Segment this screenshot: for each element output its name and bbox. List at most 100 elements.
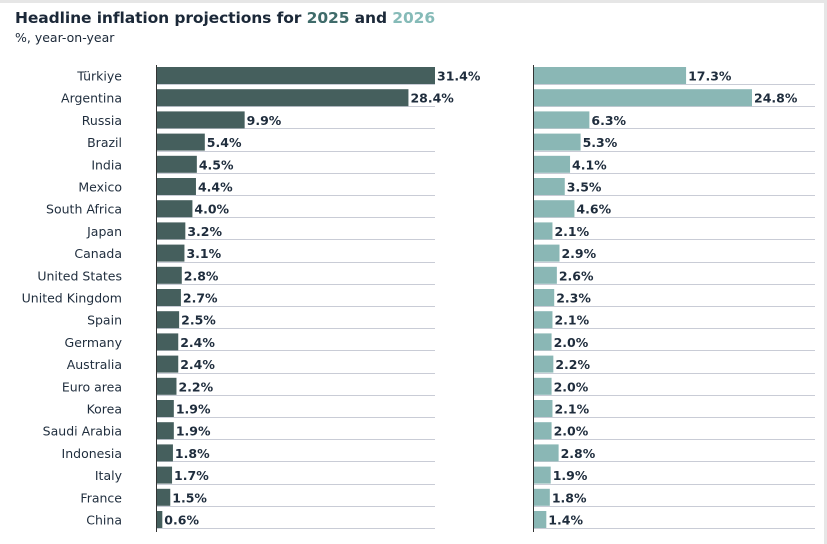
- value-label-2026-japan: 2.1%: [554, 224, 589, 239]
- bar-2026-germany: [534, 333, 552, 351]
- bar-2025-germany: [157, 333, 179, 351]
- bar-2026-russia: [534, 111, 590, 129]
- bar-2025-italy: [157, 466, 173, 484]
- bar-2025-spain: [157, 311, 180, 329]
- bar-2026-mexico: [534, 178, 565, 195]
- category-label-germany: Germany: [65, 335, 123, 350]
- value-label-2025-korea: 1.9%: [176, 402, 211, 417]
- value-label-2025-south-africa: 4.0%: [194, 202, 229, 217]
- value-label-2026-saudi-arabia: 2.0%: [554, 424, 589, 439]
- bar-2026-korea: [534, 400, 553, 417]
- value-label-2025-mexico: 4.4%: [198, 180, 233, 195]
- value-label-2026-united-kingdom: 2.3%: [556, 291, 591, 306]
- value-label-2025-france: 1.5%: [172, 490, 207, 505]
- bar-2025-australia: [157, 355, 179, 373]
- bar-2026-brazil: [534, 133, 581, 151]
- title-text-2: and: [349, 9, 393, 27]
- labels: Türkiye 31.4% 17.3% Argentina 28.4% 24.8% Russ…: [22, 69, 798, 528]
- bar-2025-t-rkiye: [157, 67, 435, 84]
- bar-2026-france: [534, 488, 550, 506]
- bar-2025-korea: [157, 400, 174, 417]
- bar-2025-canada: [157, 244, 185, 262]
- value-label-2025-spain: 2.5%: [181, 313, 216, 328]
- top-border: [0, 0, 827, 3]
- bar-2026-canada: [534, 244, 560, 262]
- value-label-2025-china: 0.6%: [164, 513, 199, 528]
- value-label-2025-australia: 2.4%: [180, 357, 215, 372]
- bar-2025-south-africa: [157, 200, 193, 218]
- bar-2026-italy: [534, 466, 551, 484]
- bar-2026-spain: [534, 311, 553, 329]
- category-label-saudi-arabia: Saudi Arabia: [43, 424, 122, 439]
- value-label-2026-russia: 6.3%: [591, 113, 626, 128]
- category-label-argentina: Argentina: [61, 91, 122, 106]
- value-label-2026-mexico: 3.5%: [567, 180, 602, 195]
- bar-2025-united-states: [157, 266, 182, 284]
- bar-2025-india: [157, 155, 197, 173]
- category-label-spain: Spain: [87, 313, 122, 328]
- value-label-2026-germany: 2.0%: [554, 335, 589, 350]
- bar-2026-united-kingdom: [534, 289, 555, 306]
- value-label-2025-germany: 2.4%: [180, 335, 215, 350]
- value-label-2026-france: 1.8%: [552, 490, 587, 505]
- value-label-2026-italy: 1.9%: [553, 468, 588, 483]
- category-label-indonesia: Indonesia: [62, 446, 122, 461]
- bar-2025-france: [157, 488, 171, 506]
- bar-2026-australia: [534, 355, 554, 373]
- axes: [156, 65, 534, 532]
- value-label-2026-brazil: 5.3%: [583, 135, 618, 150]
- category-label-china: China: [86, 513, 122, 528]
- bar-2026-japan: [534, 222, 553, 240]
- bar-2025-china: [157, 511, 163, 528]
- bar-2026-india: [534, 155, 571, 173]
- bar-2026-t-rkiye: [534, 67, 687, 84]
- bar-2025-saudi-arabia: [157, 422, 174, 440]
- bar-2026-indonesia: [534, 444, 559, 462]
- gridlines: [157, 84, 815, 529]
- value-label-2025-india: 4.5%: [199, 157, 234, 172]
- value-label-2025-argentina: 28.4%: [410, 91, 454, 106]
- bar-2026-euro-area: [534, 377, 552, 395]
- chart-title: Headline inflation projections for 2025 …: [15, 9, 435, 27]
- value-label-2025-canada: 3.1%: [186, 246, 221, 261]
- value-label-2025-t-rkiye: 31.4%: [437, 69, 481, 84]
- bar-2025-argentina: [157, 89, 409, 107]
- category-label-t-rkiye: Türkiye: [76, 69, 122, 84]
- bar-2026-china: [534, 511, 547, 528]
- bars: [157, 67, 752, 528]
- bar-2026-saudi-arabia: [534, 422, 552, 440]
- value-label-2026-united-states: 2.6%: [559, 268, 594, 283]
- bar-2026-argentina: [534, 89, 752, 107]
- value-label-2026-china: 1.4%: [548, 513, 583, 528]
- value-label-2026-canada: 2.9%: [561, 246, 596, 261]
- value-label-2025-saudi-arabia: 1.9%: [176, 424, 211, 439]
- title-year-2025: 2025: [306, 9, 350, 27]
- title-year-2026: 2026: [392, 9, 436, 27]
- category-label-united-states: United States: [37, 268, 122, 283]
- category-label-canada: Canada: [74, 246, 122, 261]
- bar-2025-brazil: [157, 133, 205, 151]
- category-label-mexico: Mexico: [78, 180, 122, 195]
- category-label-brazil: Brazil: [87, 135, 122, 150]
- value-label-2025-united-states: 2.8%: [184, 268, 219, 283]
- bar-2025-euro-area: [157, 377, 177, 395]
- value-label-2025-indonesia: 1.8%: [175, 446, 210, 461]
- category-label-india: India: [91, 157, 122, 172]
- value-label-2025-italy: 1.7%: [174, 468, 209, 483]
- bar-2026-south-africa: [534, 200, 575, 218]
- value-label-2025-euro-area: 2.2%: [178, 379, 213, 394]
- value-label-2025-united-kingdom: 2.7%: [183, 291, 218, 306]
- chart-subtitle: %, year-on-year: [15, 30, 115, 45]
- value-label-2025-russia: 9.9%: [247, 113, 282, 128]
- chart-header: Headline inflation projections for 2025 …: [15, 9, 435, 45]
- title-text-1: Headline inflation projections for: [15, 9, 307, 27]
- category-label-france: France: [80, 490, 122, 505]
- category-label-australia: Australia: [67, 357, 122, 372]
- value-label-2026-india: 4.1%: [572, 157, 607, 172]
- value-label-2026-south-africa: 4.6%: [576, 202, 611, 217]
- value-label-2026-t-rkiye: 17.3%: [688, 69, 732, 84]
- value-label-2026-australia: 2.2%: [555, 357, 590, 372]
- value-label-2025-japan: 3.2%: [187, 224, 222, 239]
- value-label-2026-indonesia: 2.8%: [561, 446, 596, 461]
